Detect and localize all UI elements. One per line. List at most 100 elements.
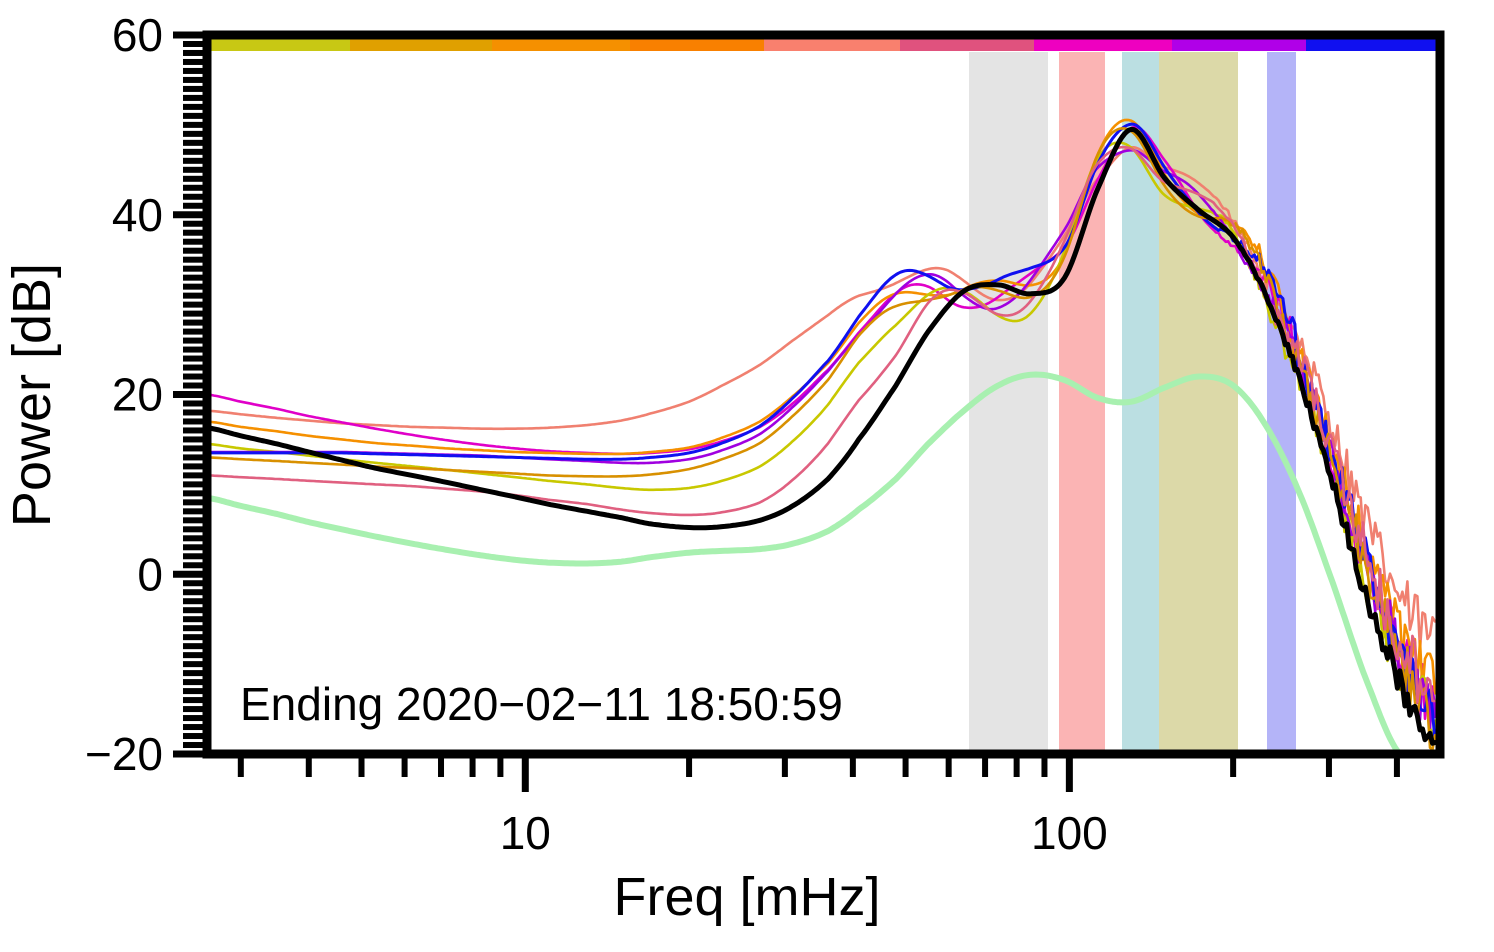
y-minor-tick bbox=[183, 301, 207, 308]
y-major-tick bbox=[173, 31, 207, 39]
curves-layer bbox=[207, 118, 1438, 754]
y-minor-tick bbox=[183, 220, 207, 227]
y-minor-tick bbox=[183, 724, 207, 731]
y-minor-tick bbox=[183, 472, 207, 479]
x-minor-tick bbox=[686, 758, 693, 777]
y-minor-tick bbox=[183, 166, 207, 173]
x-tick-label-10: 10 bbox=[500, 807, 551, 859]
y-minor-tick bbox=[183, 112, 207, 119]
y-minor-tick bbox=[183, 688, 207, 695]
y-minor-tick bbox=[183, 202, 207, 209]
band-khaki bbox=[1159, 52, 1238, 754]
y-minor-tick bbox=[183, 58, 207, 65]
x-minor-tick bbox=[849, 758, 856, 777]
x-minor-tick bbox=[358, 758, 365, 777]
y-minor-tick bbox=[183, 418, 207, 425]
y-minor-tick bbox=[183, 697, 207, 704]
y-minor-tick bbox=[183, 526, 207, 533]
axes-frame-layer bbox=[202, 30, 1445, 759]
colorbar-segment-2 bbox=[492, 38, 630, 51]
y-minor-tick bbox=[183, 130, 207, 137]
y-minor-tick bbox=[183, 463, 207, 470]
y-minor-tick bbox=[183, 310, 207, 317]
y-minor-tick bbox=[183, 175, 207, 182]
x-minor-tick bbox=[1230, 758, 1237, 777]
x-minor-tick bbox=[1013, 758, 1020, 777]
y-major-tick bbox=[173, 750, 207, 758]
y-minor-tick bbox=[183, 274, 207, 281]
x-minor-tick bbox=[1041, 758, 1048, 777]
y-minor-tick bbox=[183, 265, 207, 272]
y-minor-tick bbox=[183, 634, 207, 641]
y-minor-tick bbox=[183, 661, 207, 668]
y-minor-tick bbox=[183, 247, 207, 254]
y-minor-tick bbox=[183, 517, 207, 524]
y-minor-tick bbox=[183, 373, 207, 380]
y-minor-tick bbox=[183, 616, 207, 623]
colorbar-layer bbox=[207, 38, 1440, 51]
x-minor-tick bbox=[781, 758, 788, 777]
y-minor-tick bbox=[183, 508, 207, 515]
band-gray bbox=[969, 52, 1048, 754]
series-dark-orange-low bbox=[207, 127, 1437, 751]
x-minor-tick bbox=[1393, 758, 1400, 777]
frame-top bbox=[202, 30, 1445, 40]
series-olive-yellow bbox=[207, 141, 1437, 739]
band-periwinkle bbox=[1267, 52, 1296, 754]
y-minor-tick bbox=[183, 445, 207, 452]
y-minor-tick bbox=[183, 544, 207, 551]
y-minor-tick bbox=[183, 103, 207, 110]
x-tick-label-100: 100 bbox=[1031, 807, 1108, 859]
y-minor-tick bbox=[183, 733, 207, 740]
y-minor-tick bbox=[183, 193, 207, 200]
colorbar-segment-6 bbox=[1034, 38, 1172, 51]
y-minor-tick bbox=[183, 607, 207, 614]
x-minor-tick bbox=[945, 758, 952, 777]
y-major-tick bbox=[173, 211, 207, 219]
y-minor-tick bbox=[183, 706, 207, 713]
y-minor-tick bbox=[183, 148, 207, 155]
y-minor-tick bbox=[183, 85, 207, 92]
y-minor-tick bbox=[183, 283, 207, 290]
y-tick-label-20: 20 bbox=[112, 369, 163, 421]
frame-right bbox=[1435, 30, 1445, 759]
y-tick-label--20: −20 bbox=[85, 728, 163, 780]
x-minor-tick bbox=[982, 758, 989, 777]
x-major-tick bbox=[1065, 758, 1073, 792]
y-minor-tick bbox=[183, 139, 207, 146]
y-minor-tick bbox=[183, 535, 207, 542]
y-minor-tick bbox=[183, 580, 207, 587]
colorbar-segment-0 bbox=[207, 38, 350, 51]
series-rose-pink bbox=[207, 145, 1437, 704]
y-minor-tick bbox=[183, 355, 207, 362]
y-minor-tick bbox=[183, 400, 207, 407]
y-minor-tick bbox=[183, 715, 207, 722]
series-black-mean bbox=[207, 126, 1438, 746]
series-light-green bbox=[207, 371, 1438, 754]
y-minor-tick bbox=[183, 67, 207, 74]
x-minor-tick bbox=[305, 758, 312, 777]
y-minor-tick bbox=[183, 229, 207, 236]
y-minor-tick bbox=[183, 742, 207, 749]
y-minor-tick bbox=[183, 499, 207, 506]
y-minor-tick bbox=[183, 256, 207, 263]
y-minor-tick bbox=[183, 481, 207, 488]
y-axis-title-text: Power [dB] bbox=[2, 263, 62, 527]
series-blue-line bbox=[207, 122, 1437, 744]
y-tick-label-40: 40 bbox=[112, 189, 163, 241]
y-minor-tick bbox=[183, 40, 207, 47]
x-axis-title-text: Freq [mHz] bbox=[613, 867, 880, 927]
y-minor-tick bbox=[183, 121, 207, 128]
y-minor-tick bbox=[183, 238, 207, 245]
y-minor-tick bbox=[183, 670, 207, 677]
x-minor-tick bbox=[902, 758, 909, 777]
annotation-label: Ending 2020−02−11 18:50:59 bbox=[240, 678, 843, 730]
series-purple-violet bbox=[207, 148, 1437, 730]
y-minor-tick bbox=[183, 436, 207, 443]
y-minor-tick bbox=[183, 427, 207, 434]
y-minor-tick bbox=[183, 679, 207, 686]
y-minor-tick bbox=[183, 409, 207, 416]
y-minor-tick bbox=[183, 346, 207, 353]
x-minor-tick bbox=[438, 758, 445, 777]
x-minor-tick bbox=[401, 758, 408, 777]
